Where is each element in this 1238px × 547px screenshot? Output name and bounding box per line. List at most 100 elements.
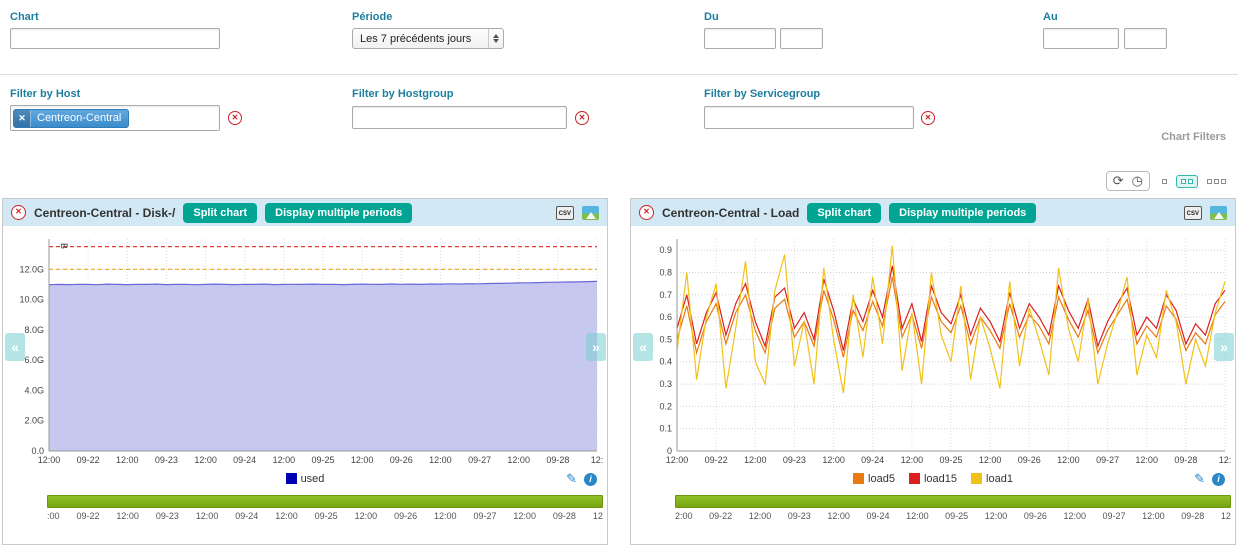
view-toolbar: ⟳ ◷ bbox=[1106, 171, 1230, 191]
periode-label: Période bbox=[352, 11, 392, 23]
chart-legend: load5 load15 load1 bbox=[846, 473, 1020, 488]
servicegroup-filter-input[interactable] bbox=[704, 106, 914, 129]
auto-refresh-icon[interactable]: ◷ bbox=[1132, 173, 1143, 189]
legend-row: used ✎ i bbox=[3, 467, 607, 493]
periode-select[interactable]: Les 7 précédents jours bbox=[352, 28, 504, 49]
timeline-tick: 12 bbox=[1221, 511, 1231, 521]
svg-text:12:00: 12:00 bbox=[979, 455, 1002, 465]
clear-servicegroup-filter-icon[interactable]: ✕ bbox=[921, 111, 935, 125]
chart-header: ✕ Centreon-Central - Disk-/ Split chart … bbox=[3, 199, 607, 226]
select-stepper-icon bbox=[488, 29, 503, 48]
svg-text:6.0G: 6.0G bbox=[24, 355, 44, 365]
svg-text:4.0G: 4.0G bbox=[24, 385, 44, 395]
legend-color-swatch bbox=[971, 473, 982, 484]
clear-hostgroup-filter-icon[interactable]: ✕ bbox=[575, 111, 589, 125]
du-date-input[interactable] bbox=[704, 28, 776, 49]
shift-period-right-button[interactable]: » bbox=[586, 333, 606, 361]
svg-text:09-24: 09-24 bbox=[233, 455, 256, 465]
timeline-tick: 12 bbox=[593, 511, 603, 521]
au-date-input[interactable] bbox=[1043, 28, 1119, 49]
timeline-tick: 12:00 bbox=[116, 511, 139, 521]
shift-period-left-button[interactable]: « bbox=[633, 333, 653, 361]
chart-filters-panel: Chart Période Les 7 précédents jours Du … bbox=[0, 0, 1238, 152]
timeline-tick: 12:00 bbox=[275, 511, 298, 521]
legend-item[interactable]: used bbox=[286, 473, 325, 485]
info-icon[interactable]: i bbox=[1212, 473, 1225, 486]
legend-item[interactable]: load1 bbox=[971, 473, 1013, 485]
svg-text:09-23: 09-23 bbox=[783, 455, 806, 465]
chart-panel-disk: ✕ Centreon-Central - Disk-/ Split chart … bbox=[2, 198, 608, 545]
remove-chart-icon[interactable]: ✕ bbox=[639, 205, 654, 220]
timeline-overview: :0009-2212:0009-2312:0009-2412:0009-2512… bbox=[3, 493, 607, 521]
svg-text:0.1: 0.1 bbox=[659, 424, 672, 434]
svg-text:09-22: 09-22 bbox=[705, 455, 728, 465]
svg-text:0.3: 0.3 bbox=[659, 379, 672, 389]
export-csv-icon[interactable]: CSV bbox=[1184, 206, 1202, 220]
export-image-icon[interactable] bbox=[1210, 206, 1227, 220]
clear-host-filter-icon[interactable]: ✕ bbox=[228, 111, 242, 125]
du-label: Du bbox=[704, 11, 719, 23]
export-image-icon[interactable] bbox=[582, 206, 599, 220]
svg-text:12:00: 12:00 bbox=[429, 455, 452, 465]
svg-text:0.8: 0.8 bbox=[659, 268, 672, 278]
shift-period-left-button[interactable]: « bbox=[5, 333, 25, 361]
shift-period-right-button[interactable]: » bbox=[1214, 333, 1234, 361]
timeline-tick: 09-27 bbox=[1103, 511, 1126, 521]
svg-text:12:00: 12:00 bbox=[901, 455, 924, 465]
edit-chart-icon[interactable]: ✎ bbox=[1194, 471, 1205, 487]
split-chart-button[interactable]: Split chart bbox=[183, 203, 257, 223]
export-csv-icon[interactable]: CSV bbox=[556, 206, 574, 220]
info-icon[interactable]: i bbox=[584, 473, 597, 486]
svg-text:0.6: 0.6 bbox=[659, 312, 672, 322]
host-tag: ✕ Centreon-Central bbox=[13, 109, 129, 128]
disk-usage-chart[interactable]: 0.02.0G4.0G6.0G8.0G10.0G12.0G12:0009-221… bbox=[3, 229, 607, 467]
svg-text:12:00: 12:00 bbox=[1135, 455, 1158, 465]
remove-host-tag-icon[interactable]: ✕ bbox=[14, 110, 31, 127]
three-column-layout-icon[interactable] bbox=[1203, 176, 1230, 187]
filter-by-host-label: Filter by Host bbox=[10, 88, 80, 100]
timeline-tick: 12:00 bbox=[513, 511, 536, 521]
two-column-layout-icon[interactable] bbox=[1176, 175, 1198, 188]
svg-text:09-26: 09-26 bbox=[1018, 455, 1041, 465]
remove-chart-icon[interactable]: ✕ bbox=[11, 205, 26, 220]
one-column-layout-icon[interactable] bbox=[1158, 176, 1171, 187]
display-multiple-periods-button[interactable]: Display multiple periods bbox=[265, 203, 412, 223]
timeline-tick: 12:00 bbox=[1063, 511, 1086, 521]
display-multiple-periods-button[interactable]: Display multiple periods bbox=[889, 203, 1036, 223]
svg-text:0.4: 0.4 bbox=[659, 357, 672, 367]
svg-text:12:00: 12:00 bbox=[666, 455, 689, 465]
timeline-tick: 09-23 bbox=[788, 511, 811, 521]
svg-text:09-25: 09-25 bbox=[939, 455, 962, 465]
hostgroup-filter-input[interactable] bbox=[352, 106, 567, 129]
timeline-tick: 2:00 bbox=[675, 511, 693, 521]
filter-by-servicegroup-label: Filter by Servicegroup bbox=[704, 88, 820, 100]
svg-text:12:00: 12:00 bbox=[822, 455, 845, 465]
legend-item[interactable]: load5 bbox=[853, 473, 895, 485]
periode-selected-value: Les 7 précédents jours bbox=[360, 33, 488, 45]
timeline-tick: 12:00 bbox=[827, 511, 850, 521]
legend-color-swatch bbox=[909, 473, 920, 484]
timeline-tick: 09-23 bbox=[156, 511, 179, 521]
load-chart[interactable]: 00.10.20.30.40.50.60.70.80.912:0009-2212… bbox=[631, 229, 1235, 467]
au-time-input[interactable] bbox=[1124, 28, 1167, 49]
timeline-tick: 12:00 bbox=[906, 511, 929, 521]
split-chart-button[interactable]: Split chart bbox=[807, 203, 881, 223]
legend-color-swatch bbox=[853, 473, 864, 484]
timeline-tick: 09-26 bbox=[1024, 511, 1047, 521]
au-label: Au bbox=[1043, 11, 1058, 23]
plot-area-wrap: 00.10.20.30.40.50.60.70.80.912:0009-2212… bbox=[631, 229, 1235, 467]
svg-text:0.7: 0.7 bbox=[659, 290, 672, 300]
svg-text:12:00: 12:00 bbox=[116, 455, 139, 465]
timeline-overview-bar[interactable] bbox=[47, 495, 603, 508]
svg-text:10.0G: 10.0G bbox=[19, 295, 44, 305]
legend-item[interactable]: load15 bbox=[909, 473, 957, 485]
svg-text:0.9: 0.9 bbox=[659, 245, 672, 255]
timeline-tick: :00 bbox=[47, 511, 60, 521]
du-time-input[interactable] bbox=[780, 28, 823, 49]
chart-filter-input[interactable] bbox=[10, 28, 220, 49]
edit-chart-icon[interactable]: ✎ bbox=[566, 471, 577, 487]
refresh-icon[interactable]: ⟳ bbox=[1113, 173, 1124, 189]
timeline-overview-bar[interactable] bbox=[675, 495, 1231, 508]
host-filter-input[interactable]: ✕ Centreon-Central bbox=[10, 105, 220, 131]
svg-text:8.0G: 8.0G bbox=[24, 325, 44, 335]
